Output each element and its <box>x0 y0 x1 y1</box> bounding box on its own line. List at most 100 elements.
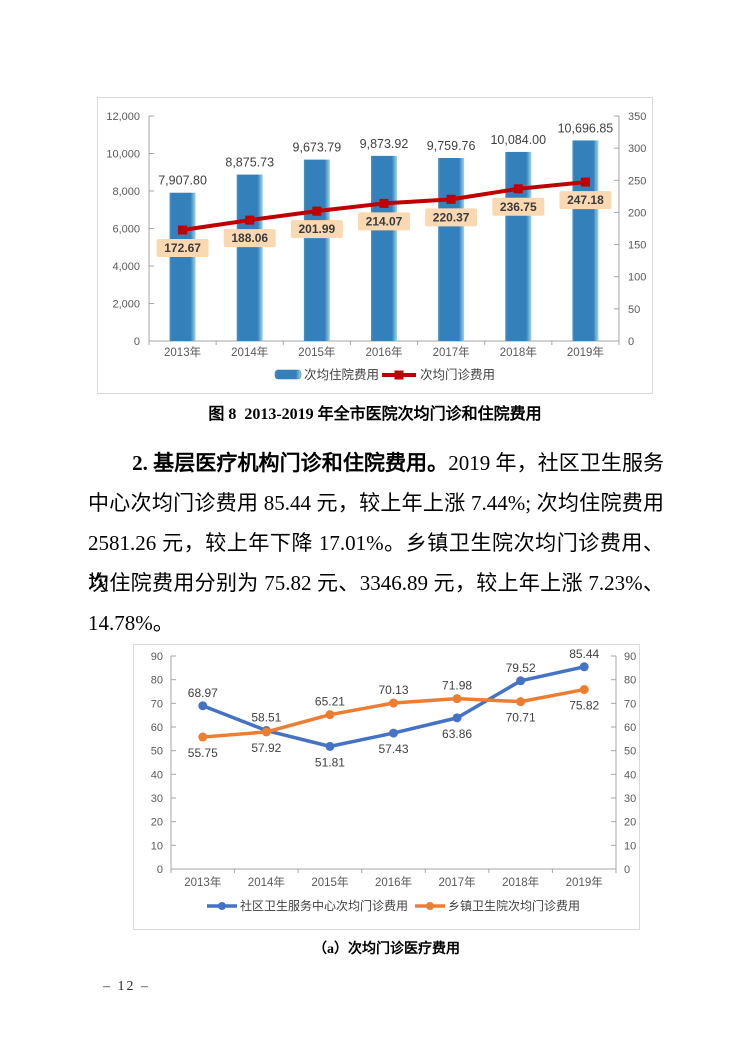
bar-2016年 <box>371 155 397 341</box>
bar-2018年 <box>505 151 532 341</box>
line-marker <box>580 177 590 187</box>
point-value-label: 55.75 <box>188 746 218 760</box>
x-axis-label: 2017年 <box>439 875 476 889</box>
left-axis-tick-label: 4,000 <box>112 261 140 273</box>
legend-bar-swatch <box>274 369 302 380</box>
paragraph-bold-text: 2. 基层医疗机构门诊和住院费用。 <box>132 451 449 475</box>
x-axis-label: 2017年 <box>433 345 470 359</box>
line-value-label-box <box>358 212 410 231</box>
right-axis-tick-label: 0 <box>624 864 630 876</box>
left-axis-tick-label: 0 <box>157 864 163 876</box>
paragraph-text: 中心次均门诊费用 85.44 元，较上年上涨 7.44%; 次均住院费用 <box>88 491 664 515</box>
right-axis-tick-label: 30 <box>624 793 636 805</box>
legend-marker <box>426 902 434 910</box>
body-paragraph: 2. 基层医疗机构门诊和住院费用。2019 年，社区卫生服务中心次均门诊费用 8… <box>88 443 664 643</box>
line-marker <box>312 206 322 216</box>
right-axis-tick-label: 40 <box>624 769 636 781</box>
line-marker <box>446 194 456 204</box>
paragraph-line-1: 2. 基层医疗机构门诊和住院费用。2019 年，社区卫生服务 <box>88 443 664 483</box>
paragraph-line-3: 2581.26 元，较上年下降 17.01%。乡镇卫生院次均门诊费用、次 <box>88 523 664 595</box>
point-value-label: 85.44 <box>569 647 599 661</box>
point-value-label: 65.21 <box>315 695 345 709</box>
left-axis-tick-label: 20 <box>151 817 163 829</box>
point-value-label: 71.98 <box>442 679 472 693</box>
right-axis-tick-label: 70 <box>624 698 636 710</box>
data-point <box>579 685 589 695</box>
data-point <box>516 697 526 707</box>
left-axis-tick-label: 10,000 <box>106 149 140 161</box>
data-point <box>516 676 526 686</box>
figure-a-caption: （a）次均门诊医疗费用 <box>313 942 460 957</box>
right-axis-tick-label: 10 <box>624 840 636 852</box>
paragraph-line-5: 14.78%。 <box>88 603 664 643</box>
line-value-label-box <box>156 238 209 257</box>
bar-value-label: 9,873.92 <box>360 137 409 151</box>
line-value-label: 247.18 <box>567 193 604 207</box>
paragraph-line-4: 均住院费用分别为 75.82 元、3346.89 元，较上年上涨 7.23%、 <box>88 563 664 603</box>
line-value-label: 188.06 <box>231 231 268 245</box>
bar-value-label: 8,875.73 <box>225 156 274 170</box>
right-axis-tick-label: 300 <box>628 143 646 155</box>
left-axis-tick-label: 10 <box>151 840 163 852</box>
x-axis-label: 2016年 <box>365 345 402 359</box>
bar-value-label: 9,759.76 <box>427 139 476 153</box>
bar-2015年 <box>303 159 330 341</box>
x-axis-label: 2016年 <box>375 875 412 889</box>
x-axis-label: 2019年 <box>566 875 603 889</box>
point-value-label: 63.86 <box>442 727 472 741</box>
line-value-label-box <box>559 191 612 210</box>
data-point <box>452 713 462 723</box>
point-value-label: 57.43 <box>378 742 408 756</box>
bar-2019年 <box>572 140 599 341</box>
x-axis-label: 2014年 <box>231 345 268 359</box>
line-marker <box>178 225 188 235</box>
right-axis-tick-label: 100 <box>628 272 646 284</box>
left-axis-tick-label: 2,000 <box>112 299 140 311</box>
legend-label-line: 次均门诊费用 <box>420 367 495 382</box>
line-marker <box>379 198 389 208</box>
left-axis-tick-label: 70 <box>151 698 163 710</box>
paragraph-text: 2019 年，社区卫生服务 <box>448 451 665 475</box>
x-axis-label: 2014年 <box>248 875 285 889</box>
data-point <box>198 701 208 711</box>
figure-a-chart-box: 0 0 10 10 20 20 30 30 40 40 50 50 60 60 70 70 80 80 90 90 68… <box>133 644 640 930</box>
left-axis-tick-label: 80 <box>151 675 163 687</box>
bar-2014年 <box>236 174 263 341</box>
x-axis-label: 2015年 <box>298 345 335 359</box>
right-axis-tick-label: 250 <box>628 175 646 187</box>
line-value-label: 172.67 <box>164 241 201 255</box>
data-point <box>579 662 589 672</box>
right-axis-tick-label: 200 <box>628 207 646 219</box>
bar-2013年 <box>169 192 196 341</box>
line-value-label-box <box>492 197 545 216</box>
data-point <box>389 698 398 708</box>
figure-a-line-chart: 0 0 10 10 20 20 30 30 40 40 50 50 60 60 70 70 80 80 90 90 68… <box>151 647 637 913</box>
x-axis-label: 2015年 <box>311 875 348 889</box>
line-marker <box>513 184 523 194</box>
line-marker <box>245 215 255 225</box>
right-axis-tick-label: 20 <box>624 817 636 829</box>
line-value-label: 236.75 <box>500 200 537 214</box>
x-axis-label: 2019年 <box>567 345 604 359</box>
left-axis-tick-label: 12,000 <box>106 111 140 123</box>
legend-line-marker <box>394 370 404 380</box>
line-value-label: 214.07 <box>366 214 403 228</box>
figure8-combo-chart: 0 2,000 4,000 6,000 8,000 10,000 12,000 0 50 100 1… <box>106 111 646 382</box>
paragraph-line-2: 中心次均门诊费用 85.44 元，较上年上涨 7.44%; 次均住院费用 <box>88 483 664 523</box>
data-point <box>325 741 335 751</box>
right-axis-tick-label: 50 <box>628 304 640 316</box>
x-axis-label: 2018年 <box>502 875 539 889</box>
right-axis-tick-label: 50 <box>624 746 636 758</box>
point-value-label: 70.71 <box>506 711 536 725</box>
right-axis-tick-label: 80 <box>624 675 636 687</box>
right-axis-tick-label: 0 <box>628 336 634 348</box>
data-point <box>198 732 208 742</box>
left-axis-tick-label: 40 <box>151 769 163 781</box>
point-value-label: 79.52 <box>506 661 536 675</box>
point-value-label: 57.92 <box>251 741 281 755</box>
legend-label-township: 乡镇卫生院次均门诊费用 <box>448 898 580 913</box>
point-value-label: 70.13 <box>378 683 408 697</box>
bar-value-label: 10,084.00 <box>490 133 546 147</box>
legend-label-bar: 次均住院费用 <box>304 368 379 382</box>
right-axis-tick-label: 150 <box>628 240 646 252</box>
